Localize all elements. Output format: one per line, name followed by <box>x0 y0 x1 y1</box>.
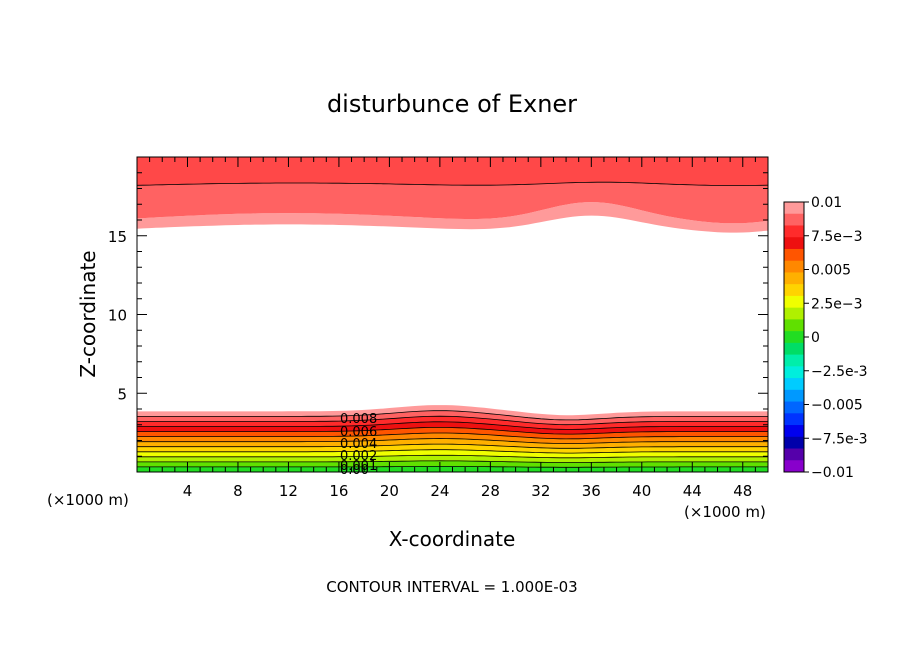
contour-interval-footer: CONTOUR INTERVAL = 1.000E-03 <box>326 578 577 596</box>
axis-ticks <box>136 156 769 473</box>
y-tick-label: 5 <box>117 385 127 403</box>
contour-line <box>137 427 768 435</box>
contour-label: 0.008 <box>340 412 377 427</box>
colorbar-segment <box>784 413 804 426</box>
colorbar-segment <box>784 272 804 285</box>
contour-label: 0.006 <box>340 425 377 440</box>
contour-line <box>137 438 768 444</box>
lower-band-fill <box>137 444 768 454</box>
contour-line <box>137 421 768 430</box>
colorbar-segment <box>784 295 804 309</box>
colorbar-label: 2.5e−3 <box>811 296 863 312</box>
contour-line <box>137 466 768 468</box>
x-tick-label: 16 <box>329 482 348 500</box>
colorbar-label: 0 <box>811 330 820 346</box>
x-tick-label: 36 <box>582 482 601 500</box>
colorbar-label: 7.5e−3 <box>811 229 863 245</box>
x-tick-label: 28 <box>481 482 500 500</box>
x-tick-labels: 4 8 12 16 20 24 28 32 36 40 44 48 <box>183 482 753 500</box>
colorbar-segment <box>784 425 804 438</box>
contour-label: 0.001 <box>340 459 377 474</box>
y-tick-labels: 5 10 15 <box>108 228 127 404</box>
lower-band-fill <box>137 427 768 439</box>
contour-label: 0.004 <box>340 437 377 452</box>
upper-band-fill <box>137 182 768 224</box>
contour-line <box>137 449 768 454</box>
colorbar-segment <box>784 307 804 320</box>
y-tick-label: 15 <box>108 228 127 246</box>
x-tick-label: 32 <box>531 482 550 500</box>
colorbar-segment <box>784 260 804 273</box>
colorbar-label: 0.005 <box>811 263 851 279</box>
colorbar-segment <box>784 366 804 379</box>
contour-line <box>137 181 768 186</box>
colorbar-segment <box>784 436 804 450</box>
x-units-right: (×1000 m) <box>684 503 766 521</box>
contour-line <box>137 460 768 463</box>
contour-line <box>137 432 768 440</box>
x-tick-label: 20 <box>380 482 399 500</box>
lower-band-fill <box>137 449 768 458</box>
colorbar-segment <box>784 342 804 356</box>
colorbar-segment <box>784 448 804 461</box>
colorbar-label: −0.005 <box>811 398 863 414</box>
colorbar: 0.01 7.5e−3 0.005 2.5e−3 0 −2.5e-3 −0.005 −7.5e… <box>783 195 868 481</box>
upper-band-fill <box>137 202 768 233</box>
contour-label: 0.00 <box>340 463 369 478</box>
colorbar-segment <box>784 248 804 262</box>
lower-band-fill <box>137 438 768 449</box>
contour-line <box>137 415 768 426</box>
colorbar-segment <box>784 378 804 391</box>
colorbar-segment <box>784 331 804 344</box>
x-units-left: (×1000 m) <box>47 491 129 509</box>
contour-line <box>137 410 768 421</box>
colorbar-segment <box>784 389 804 403</box>
lower-band-fill <box>137 421 768 435</box>
chart-title: disturbunce of Exner <box>327 90 577 118</box>
colorbar-label: −2.5e-3 <box>811 364 868 380</box>
upper-band-fill <box>137 157 768 186</box>
contour-lines <box>137 181 768 468</box>
colorbar-segment <box>784 202 804 215</box>
colorbar-segment <box>784 354 804 367</box>
contour-label: 0.002 <box>340 449 377 464</box>
colorbar-segment <box>784 213 804 226</box>
contour-fills <box>137 157 768 472</box>
colorbar-label: −7.5e-3 <box>811 431 868 447</box>
y-tick-label: 10 <box>108 307 127 325</box>
x-tick-label: 4 <box>183 482 193 500</box>
contour-line <box>137 443 768 449</box>
x-tick-label: 48 <box>733 482 752 500</box>
colorbar-segment <box>784 460 804 473</box>
colorbar-segment <box>784 237 804 250</box>
colorbar-label: −0.01 <box>811 465 854 481</box>
x-tick-label: 40 <box>632 482 651 500</box>
colorbar-segment <box>784 284 804 297</box>
colorbar-segment <box>784 319 804 332</box>
x-tick-label: 44 <box>683 482 702 500</box>
x-tick-label: 12 <box>279 482 298 500</box>
y-axis-label: Z-coordinate <box>76 250 100 377</box>
colorbar-segment <box>784 401 804 414</box>
x-axis-label: X-coordinate <box>389 527 516 551</box>
colorbar-label: 0.01 <box>811 195 842 211</box>
contour-line <box>137 454 768 459</box>
colorbar-segment <box>784 225 804 238</box>
x-tick-label: 8 <box>233 482 243 500</box>
x-tick-label: 24 <box>430 482 449 500</box>
